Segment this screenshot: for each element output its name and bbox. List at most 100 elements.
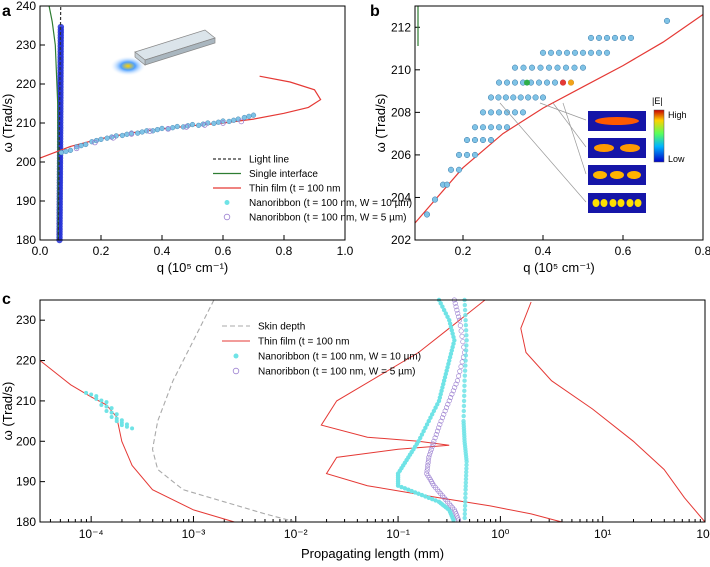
a-nanoribbon-w10-point (139, 129, 145, 135)
a-ytick-label: 220 (16, 77, 36, 91)
b-nanoribbon-point (503, 109, 511, 116)
b-nanoribbon-point (463, 136, 471, 144)
b-nanoribbon-point (495, 79, 503, 86)
c-nanoribbon-vertical-point (463, 473, 469, 478)
c-nanoribbon-vertical-point (463, 487, 468, 492)
a-nanoribbon-w10-point (226, 118, 232, 125)
a-nanoribbon-w5-point (238, 118, 245, 125)
c-nanoribbon-vertical-point (462, 368, 468, 373)
panel-label-b: b (370, 3, 380, 20)
b-nanoribbon-point (495, 124, 503, 131)
b-highlight-point (524, 79, 530, 86)
c-nanoribbon-w10-point (443, 371, 449, 377)
c-nanoribbon-w10-point (435, 402, 440, 407)
c-nanoribbon-w10-point (438, 391, 443, 397)
a-nanoribbon-w5-point (183, 124, 190, 130)
c-nanoribbon-w5-point (430, 441, 436, 447)
c-nanoribbon-vertical-point (461, 413, 466, 419)
a-legend-label: Light line (249, 155, 289, 166)
b-nanoribbon-point (539, 94, 547, 101)
mode-hotspot-4d (617, 199, 625, 207)
c-nanoribbon-vertical-point (463, 323, 469, 328)
c-nanoribbon-w5-point (446, 398, 452, 404)
b-nanoribbon-point (579, 49, 587, 56)
b-nanoribbon-point (423, 211, 431, 218)
b-nanoribbon-point (487, 109, 495, 116)
c-nanoribbon-vertical-point (464, 462, 469, 468)
a-nanoribbon-w5-point (220, 120, 226, 126)
a-nanoribbon-w5-point (201, 122, 208, 128)
c-nanoribbon-w10-point (441, 378, 447, 383)
c-nanoribbon-w10-left-point (104, 400, 109, 405)
c-nanoribbon-vertical-point (462, 302, 468, 308)
panel-b-ylabel: ω (Trad/s) (373, 94, 388, 153)
b-nanoribbon-point (455, 166, 463, 173)
c-nanoribbon-w5-point (454, 378, 460, 384)
colorbar (653, 109, 665, 163)
a-ytick-label: 200 (16, 155, 36, 169)
c-nanoribbon-w10-left-point (109, 410, 114, 415)
c-nanoribbon-w5-point (428, 446, 434, 452)
c-nanoribbon-w10-point (418, 435, 423, 441)
c-nanoribbon-w10-left-point (99, 402, 104, 407)
c-ytick-label: 180 (16, 515, 36, 529)
b-thin-film-line (414, 14, 704, 224)
c-nanoribbon-vertical-point (463, 348, 469, 353)
c-nanoribbon-w5-point (426, 454, 432, 460)
c-nanoribbon-w5-point (441, 411, 447, 417)
c-xtick-label: 10¹ (594, 527, 611, 541)
c-nanoribbon-w5-point (445, 401, 451, 407)
a-legend-label: Nanoribbon (t = 100 nm, W = 5 µm) (249, 213, 407, 224)
a-nanoribbon-w10-point (159, 125, 165, 132)
c-nanoribbon-vertical-point (463, 480, 469, 485)
panel-c-legend: Skin depth Thin film (t = 100 nm Nanoribbo… (222, 322, 421, 378)
c-nanoribbon-w5-point (458, 328, 464, 334)
mode-hotspot-3a (593, 171, 607, 179)
c-ytick-label: 210 (16, 394, 36, 408)
a-ytick-label: 240 (16, 0, 36, 13)
panel-c-xlabel: Propagating length (mm) (301, 546, 444, 561)
b-nanoribbon-point (471, 151, 479, 158)
c-nanoribbon-w5-point (439, 415, 445, 421)
a-nanoribbon-w10-point (196, 122, 202, 128)
a-legend-swatch (224, 200, 230, 205)
connector-4 (499, 102, 587, 203)
mode-profile-4 (588, 193, 646, 213)
connector-2 (552, 102, 587, 148)
field-blob (110, 56, 146, 76)
b-nanoribbon-point (520, 64, 527, 71)
c-nanoribbon-w5-point (449, 391, 455, 397)
c-nanoribbon-vertical-point (464, 469, 469, 475)
a-nanoribbon-w10-point (124, 131, 130, 137)
a-ytick-label: 190 (16, 194, 36, 208)
c-nanoribbon-w10-point (431, 408, 437, 414)
mode-hotspot-4f (634, 199, 642, 207)
c-nanoribbon-vertical-point (463, 363, 468, 368)
b-nanoribbon-point (555, 49, 563, 56)
panel-label-c: c (2, 291, 11, 308)
c-thin-film-left (39, 360, 235, 523)
c-nanoribbon-w10-point (438, 301, 443, 306)
b-nanoribbon-point (517, 94, 524, 101)
c-nanoribbon-w10-point (450, 331, 455, 336)
b-nanoribbon-point (603, 34, 611, 41)
c-nanoribbon-w10-left-point (104, 404, 109, 409)
a-xtick-label: 0.2 (93, 244, 110, 258)
c-nanoribbon-w10-point (442, 375, 448, 380)
c-nanoribbon-w10-point (445, 314, 450, 320)
c-nanoribbon-w5-point (456, 314, 462, 320)
c-nanoribbon-vertical-point (462, 378, 467, 383)
c-nanoribbon-w10-point (451, 517, 456, 523)
c-thin-film-far (520, 301, 706, 523)
c-nanoribbon-w10-left-point (104, 409, 109, 413)
c-nanoribbon-w10-left-point (94, 396, 99, 401)
a-xtick-label: 1.0 (337, 244, 354, 258)
a-nanoribbon-w10-point (250, 112, 257, 118)
a-nanoribbon-w10-point (231, 117, 237, 123)
c-nanoribbon-w5-point (436, 425, 442, 431)
c-ytick-label: 230 (16, 313, 36, 327)
slab-edge (134, 51, 146, 66)
b-nanoribbon-point (487, 94, 495, 101)
c-nanoribbon-w10-point (433, 405, 438, 410)
c-nanoribbon-w10-point (423, 425, 428, 431)
